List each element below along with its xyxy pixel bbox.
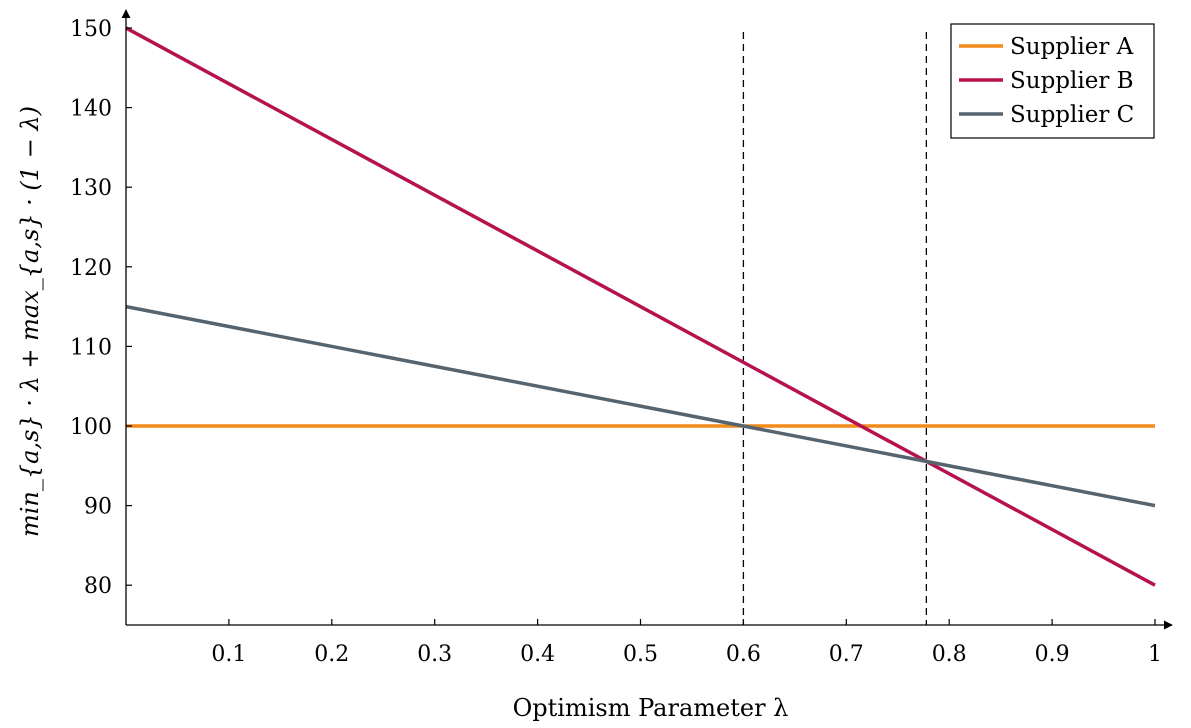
- y-tick-label: 120: [70, 256, 112, 281]
- reference-lines: [742, 32, 928, 625]
- series-line-supplier-c: [125, 304, 1156, 508]
- x-tick-label: 0.4: [520, 642, 555, 667]
- y-tick-label: 90: [84, 495, 112, 520]
- x-ticks: 0.1 0.2 0.3 0.4 0.5 0.6 0.7 0.8 0.9 1: [211, 619, 1162, 667]
- x-tick-label: 0.2: [314, 642, 349, 667]
- axes: [121, 9, 1173, 630]
- series-line-supplier-b: [125, 26, 1156, 587]
- legend-label-supplier-c: Supplier C: [1010, 102, 1134, 128]
- x-tick-label: 0.9: [1035, 642, 1070, 667]
- x-tick-label: 0.3: [417, 642, 452, 667]
- x-axis-label: Optimism Parameter λ: [513, 694, 789, 722]
- y-ticks: 80 90 100 110 120 130 140 150: [70, 17, 132, 599]
- legend-label-supplier-a: Supplier A: [1010, 34, 1134, 60]
- y-axis-label: min_{a,s} · λ + max_{a,s} · (1 − λ): [16, 106, 44, 537]
- y-tick-label: 140: [70, 97, 112, 122]
- x-tick-label: 0.5: [623, 642, 658, 667]
- x-tick-label: 0.6: [726, 642, 761, 667]
- y-tick-label: 80: [84, 574, 112, 599]
- y-tick-label: 150: [70, 17, 112, 42]
- y-tick-label: 100: [70, 415, 112, 440]
- x-tick-label: 0.7: [829, 642, 864, 667]
- legend-label-supplier-b: Supplier B: [1010, 68, 1134, 94]
- x-tick-label: 0.8: [932, 642, 967, 667]
- y-tick-label: 130: [70, 176, 112, 201]
- series-group: [125, 26, 1156, 587]
- x-tick-label: 0.1: [211, 642, 246, 667]
- x-tick-label: 1: [1148, 642, 1162, 667]
- legend: Supplier A Supplier B Supplier C: [950, 23, 1155, 139]
- y-tick-label: 110: [70, 335, 112, 360]
